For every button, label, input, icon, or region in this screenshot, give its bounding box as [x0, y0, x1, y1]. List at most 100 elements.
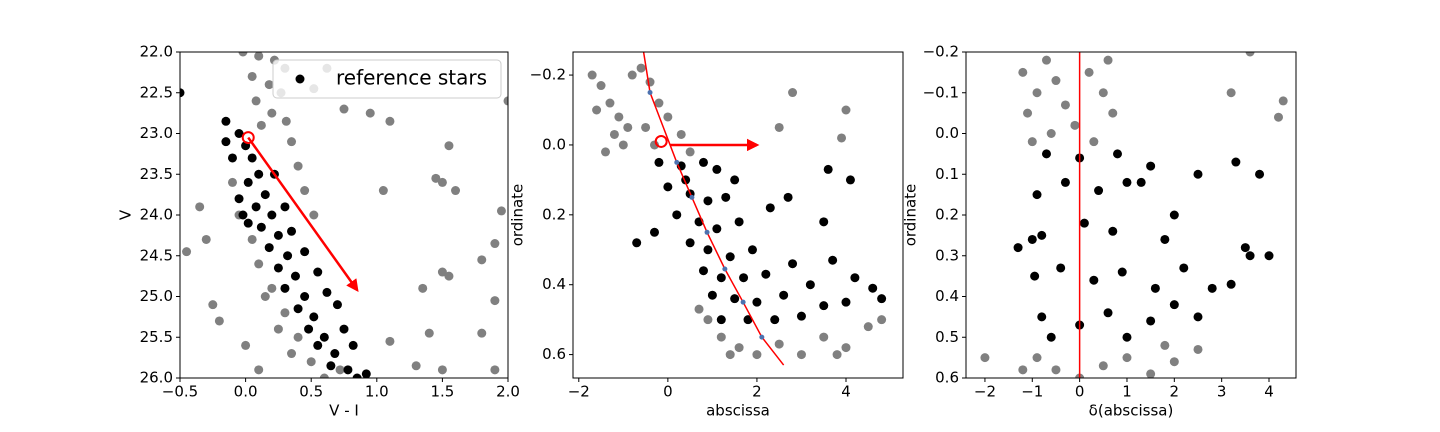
point — [1089, 275, 1099, 285]
point — [273, 324, 283, 334]
x-tick-label: 0.5 — [299, 383, 323, 401]
point — [672, 210, 682, 220]
point — [293, 304, 303, 314]
point — [234, 129, 244, 138]
point — [845, 175, 855, 185]
x-tick-label: −2 — [568, 383, 590, 401]
point — [1146, 316, 1156, 326]
point — [601, 147, 611, 157]
point — [330, 349, 340, 359]
point — [739, 273, 749, 283]
point — [309, 210, 319, 220]
point — [1013, 243, 1023, 253]
point — [674, 159, 680, 165]
point — [1169, 357, 1179, 367]
panel: −2 −1 0 1 2 3 4 −0.2 −0.1 0.0 0.1 0.2 0.3 0.4 0.5 0.6 δ(… — [902, 43, 1297, 420]
point — [251, 202, 261, 212]
point — [365, 108, 375, 118]
point — [326, 361, 336, 371]
point — [1240, 243, 1250, 253]
panel: −2 0 2 4 −0.2 0.0 0.2 0.4 0.6 abscissa ordinate — [509, 51, 904, 420]
x-tick-label: 2 — [752, 383, 762, 401]
point — [627, 70, 637, 80]
point — [765, 203, 775, 213]
point — [424, 328, 434, 338]
point — [195, 202, 205, 212]
point — [614, 112, 624, 122]
point — [1060, 177, 1070, 187]
x-tick-label: 2 — [1170, 383, 1180, 401]
x-tick-label: 4 — [1264, 383, 1274, 401]
point — [774, 339, 784, 349]
point — [352, 373, 362, 378]
point — [654, 98, 664, 108]
point — [319, 332, 329, 342]
point — [247, 71, 257, 81]
point — [1098, 361, 1108, 371]
point — [1273, 112, 1283, 122]
point — [796, 350, 806, 360]
legend-box — [272, 59, 502, 99]
highlight-circle — [241, 131, 255, 145]
point — [490, 296, 500, 306]
point — [716, 273, 726, 283]
point — [1226, 88, 1236, 98]
point — [309, 312, 319, 322]
point — [1146, 161, 1156, 171]
point — [1018, 67, 1028, 77]
point — [300, 186, 310, 196]
x-axis-label: V - I — [329, 402, 359, 420]
axes-frame — [572, 51, 904, 379]
point — [1122, 353, 1132, 363]
point — [877, 315, 887, 325]
point — [208, 300, 218, 310]
point — [788, 259, 798, 269]
point — [1037, 312, 1047, 322]
point — [214, 316, 224, 326]
point — [1113, 149, 1123, 159]
point — [254, 259, 264, 269]
point — [980, 353, 990, 363]
y-tick-label: 23.0 — [140, 124, 173, 142]
point — [1032, 190, 1042, 200]
point — [1108, 226, 1118, 236]
point — [300, 292, 310, 301]
point — [247, 234, 257, 244]
y-tick-label: 22.5 — [140, 83, 173, 101]
point — [332, 300, 342, 310]
point — [779, 290, 789, 300]
point — [431, 173, 441, 183]
point — [496, 206, 506, 216]
x-tick-label: −1 — [1021, 383, 1043, 401]
point — [322, 287, 332, 297]
point — [1079, 218, 1089, 228]
point — [1108, 108, 1118, 118]
point — [877, 294, 887, 304]
y-tick-label: −0.1 — [923, 83, 959, 101]
point — [264, 243, 274, 253]
point — [348, 340, 358, 350]
point — [254, 52, 264, 61]
point — [293, 161, 303, 171]
point — [313, 267, 323, 277]
point — [1041, 149, 1051, 159]
point — [378, 186, 388, 196]
x-tick-label: 4 — [841, 383, 851, 401]
point — [1089, 137, 1099, 147]
point — [841, 105, 851, 115]
y-tick-label: 0.2 — [935, 206, 959, 224]
point — [1023, 108, 1033, 118]
y-tick-label: 0.0 — [935, 124, 959, 142]
point — [238, 52, 248, 57]
point — [490, 239, 500, 249]
point — [490, 365, 500, 375]
point — [273, 230, 283, 240]
x-tick-label: 0.0 — [234, 383, 258, 401]
point — [1046, 332, 1056, 342]
y-tick-label: 0.5 — [935, 328, 959, 346]
point — [707, 290, 717, 300]
point — [306, 357, 316, 367]
point — [264, 80, 274, 90]
point — [747, 245, 757, 255]
y-tick-label: 24.0 — [140, 206, 173, 224]
